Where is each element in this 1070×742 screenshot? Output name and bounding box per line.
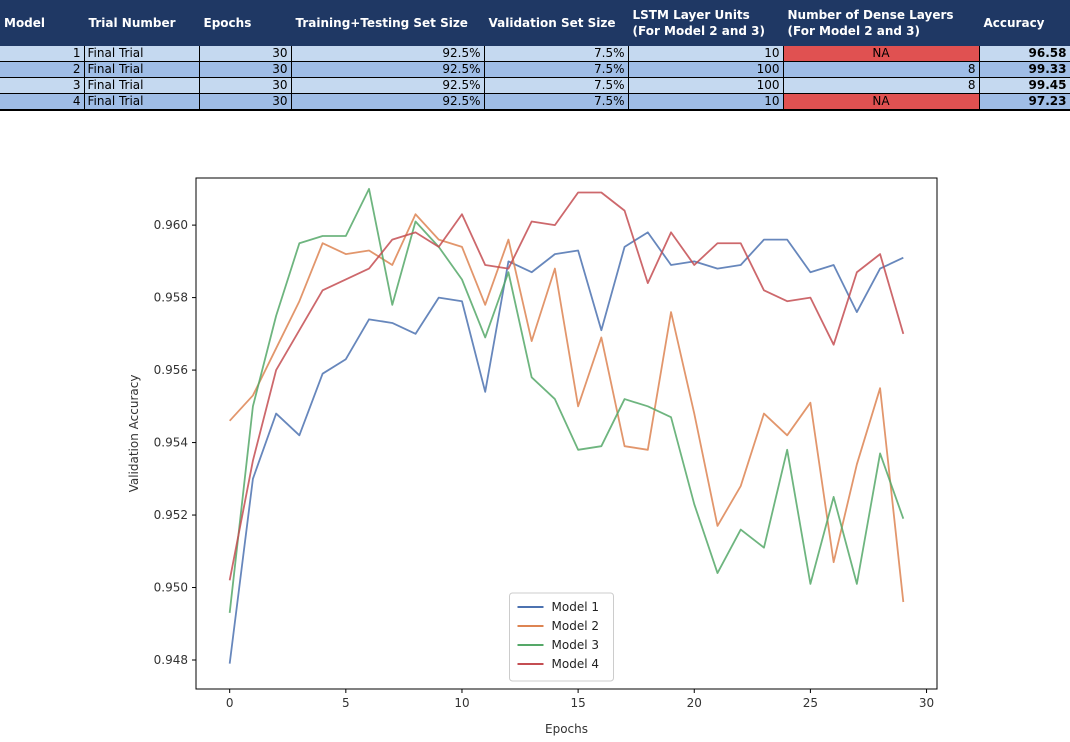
series-line-model-3 <box>228 187 905 613</box>
header-dense-line-2: (For Model 2 and 3) <box>787 24 921 38</box>
table-row: 4 Final Trial 30 92.5% 7.5% 10 NA 97.23 <box>0 93 1070 111</box>
table-header-row: Model Trial Number Epochs Training+Testi… <box>0 0 1070 46</box>
x-tick-label: 20 <box>687 696 702 710</box>
cell-training-size: 92.5% <box>291 61 485 78</box>
y-tick-label: 0.956 <box>154 363 188 377</box>
y-tick-label: 0.950 <box>154 581 188 595</box>
legend-label: Model 3 <box>552 638 599 652</box>
header-trial-number: Trial Number <box>84 0 200 46</box>
cell-training-size: 92.5% <box>291 46 485 62</box>
cell-lstm-units: 10 <box>628 93 784 111</box>
x-axis: 0 5 10 15 20 25 30 <box>226 689 934 710</box>
cell-training-size: 92.5% <box>291 93 485 111</box>
cell-validation-size: 7.5% <box>484 46 629 62</box>
cell-epochs: 30 <box>199 61 292 78</box>
cell-epochs: 30 <box>199 46 292 62</box>
legend-box <box>509 592 614 682</box>
cell-dense-layers: 8 <box>783 61 980 78</box>
cell-model: 4 <box>0 93 85 111</box>
cell-accuracy: 99.45 <box>979 77 1070 94</box>
cell-model: 3 <box>0 77 85 94</box>
y-tick-label: 0.952 <box>154 508 188 522</box>
table-row: 3 Final Trial 30 92.5% 7.5% 100 8 99.45 <box>0 77 1070 94</box>
cell-trial-number: Final Trial <box>84 77 200 94</box>
cell-lstm-units: 10 <box>628 46 784 62</box>
x-axis-title: Epochs <box>545 722 588 736</box>
legend-label: Model 1 <box>552 600 599 614</box>
y-tick-label: 0.958 <box>154 291 188 305</box>
y-tick-label: 0.960 <box>154 218 188 232</box>
x-tick-label: 30 <box>919 696 934 710</box>
cell-model: 1 <box>0 46 85 62</box>
cell-accuracy: 96.58 <box>979 46 1070 62</box>
header-number-of-dense-layers: Number of Dense Layers (For Model 2 and … <box>783 0 980 46</box>
legend: Model 1 Model 2 Model 3 Model 4 <box>509 592 614 682</box>
header-lstm-line-1: LSTM Layer Units <box>632 8 750 22</box>
cell-trial-number: Final Trial <box>84 61 200 78</box>
cell-dense-layers: 8 <box>783 77 980 94</box>
header-dense-line-1: Number of Dense Layers <box>787 8 954 22</box>
header-lstm-layer-units: LSTM Layer Units (For Model 2 and 3) <box>628 0 784 46</box>
series-line-model-4 <box>228 191 905 581</box>
y-tick-label: 0.948 <box>154 653 188 667</box>
plot-lines <box>228 187 905 664</box>
cell-dense-layers: NA <box>783 93 980 111</box>
series-line-model-1 <box>228 231 904 664</box>
results-table: Model Trial Number Epochs Training+Testi… <box>0 0 1070 111</box>
cell-lstm-units: 100 <box>628 77 784 94</box>
header-validation-set-size: Validation Set Size <box>484 0 629 46</box>
table-row: 1 Final Trial 30 92.5% 7.5% 10 NA 96.58 <box>0 46 1070 62</box>
cell-trial-number: Final Trial <box>84 46 200 62</box>
header-model: Model <box>0 0 85 46</box>
cell-lstm-units: 100 <box>628 61 784 78</box>
cell-accuracy: 97.23 <box>979 93 1070 111</box>
x-tick-label: 25 <box>803 696 818 710</box>
legend-label: Model 2 <box>552 619 599 633</box>
cell-trial-number: Final Trial <box>84 93 200 111</box>
x-tick-label: 5 <box>342 696 350 710</box>
x-tick-label: 0 <box>226 696 234 710</box>
table-row: 2 Final Trial 30 92.5% 7.5% 100 8 99.33 <box>0 61 1070 78</box>
plot-frame <box>195 177 938 690</box>
x-tick-label: 10 <box>454 696 469 710</box>
y-axis: 0.948 0.950 0.952 0.954 0.956 0.958 0.960 <box>154 218 196 667</box>
cell-validation-size: 7.5% <box>484 61 629 78</box>
header-accuracy: Accuracy <box>979 0 1070 46</box>
validation-accuracy-chart: 0 5 10 15 20 25 30 0.9480.9500.9520.9540.9560.… <box>127 177 938 736</box>
cell-accuracy: 99.33 <box>979 61 1070 78</box>
legend-label: Model 4 <box>552 657 599 671</box>
y-axis-title: Validation Accuracy <box>127 375 141 493</box>
header-lstm-line-2: (For Model 2 and 3) <box>632 24 766 38</box>
y-tick-label: 0.954 <box>154 436 188 450</box>
cell-validation-size: 7.5% <box>484 93 629 111</box>
cell-epochs: 30 <box>199 93 292 111</box>
header-epochs: Epochs <box>199 0 292 46</box>
cell-epochs: 30 <box>199 77 292 94</box>
header-training-testing-set-size: Training+Testing Set Size <box>291 0 485 46</box>
cell-validation-size: 7.5% <box>484 77 629 94</box>
cell-dense-layers: NA <box>783 46 980 62</box>
series-line-model-2 <box>229 213 905 603</box>
cell-training-size: 92.5% <box>291 77 485 94</box>
cell-model: 2 <box>0 61 85 78</box>
x-tick-label: 15 <box>570 696 585 710</box>
